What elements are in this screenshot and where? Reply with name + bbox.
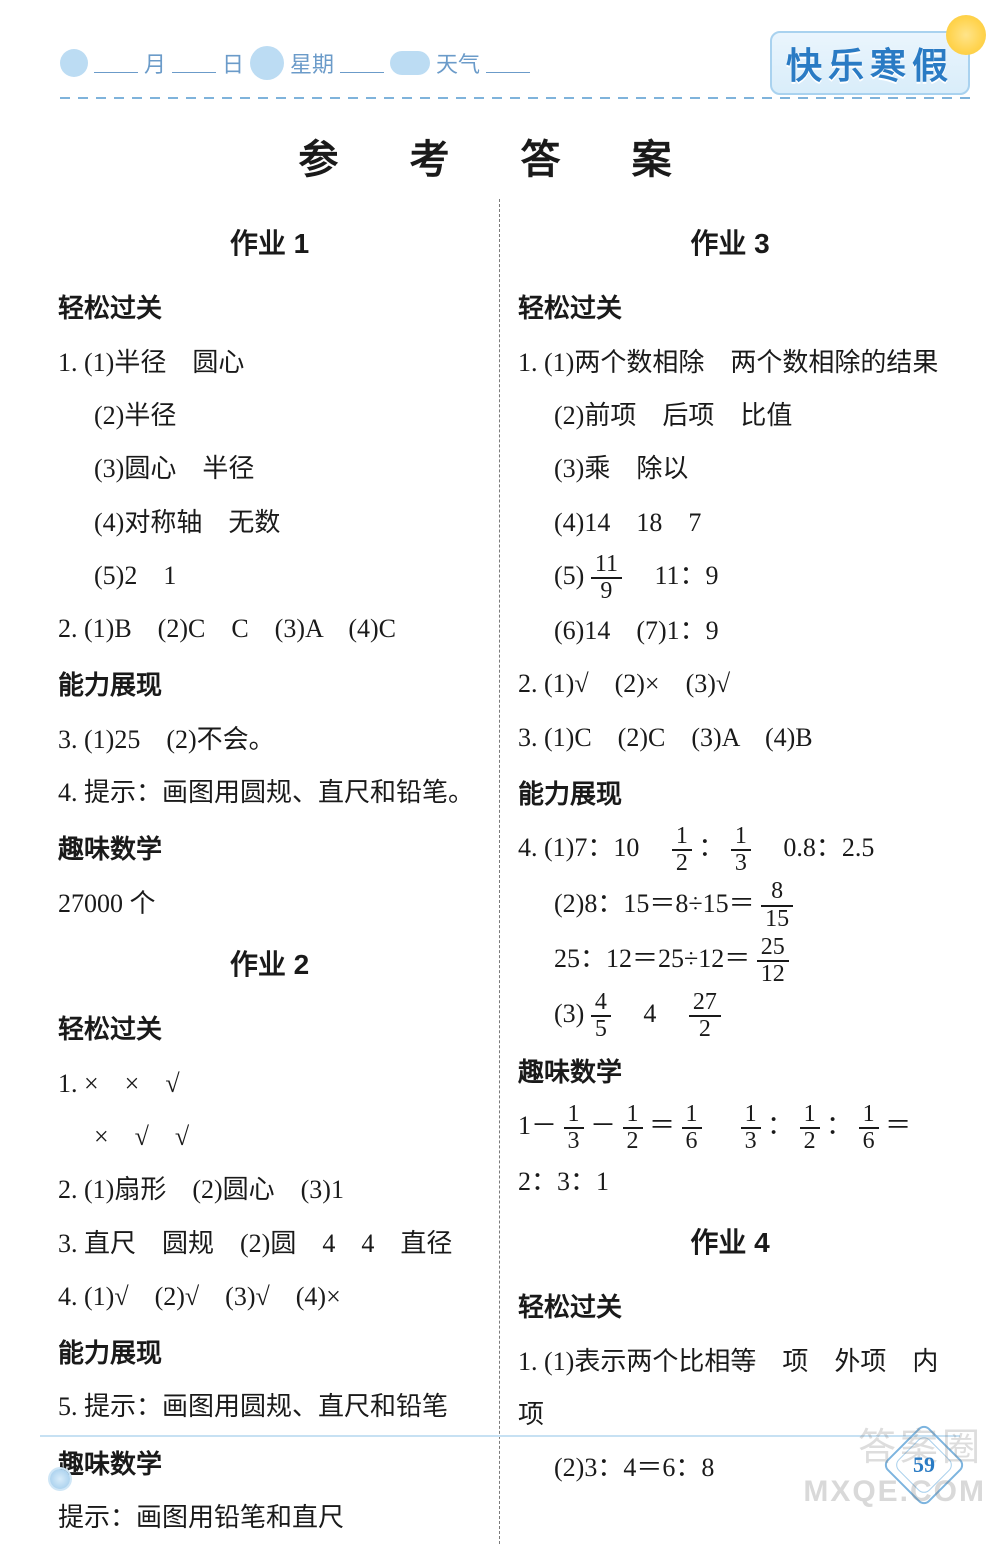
- hw2-q1a: 1. × × √: [58, 1057, 481, 1110]
- hw3-q4-2a: (2)8：15＝8÷15＝ 815: [518, 877, 942, 932]
- hw2-section-ability: 能力展现: [58, 1327, 481, 1380]
- hw2-section-fun: 趣味数学: [58, 1438, 481, 1491]
- hw2-q1b: × √ √: [58, 1110, 481, 1163]
- month-label: 月: [144, 47, 166, 79]
- weather-blank: [486, 53, 530, 73]
- month-blank: [94, 53, 138, 73]
- hw1-q4: 4. 提示：画图用圆规、直尺和铅笔。: [58, 766, 481, 819]
- hw1-title: 作业 1: [58, 215, 481, 272]
- fraction: 2512: [757, 935, 789, 987]
- text: (2)8：15＝8÷15＝: [554, 889, 755, 918]
- hw1-q1-5: (5)2 1: [58, 549, 481, 602]
- hw2-title: 作业 2: [58, 936, 481, 993]
- text: －: [590, 1111, 616, 1140]
- fraction: 12: [672, 824, 692, 876]
- hw1-q1-3: (3)圆心 半径: [58, 442, 481, 495]
- fraction: 45: [591, 990, 611, 1042]
- hw3-q1-6: (6)14 (7)1：9: [518, 604, 942, 657]
- hw3-q4-3: (3) 45 4 272: [518, 987, 942, 1042]
- hw3-q1-3: (3)乘 除以: [518, 442, 942, 495]
- hw2-q4: 4. (1)√ (2)√ (3)√ (4)×: [58, 1270, 481, 1323]
- divider-icon: [250, 46, 284, 80]
- weekday-blank: [340, 53, 384, 73]
- text: ：: [767, 1111, 793, 1140]
- banner-text: 快乐寒假: [786, 45, 954, 86]
- hw3-section-ability: 能力展现: [518, 768, 942, 821]
- fraction: 13: [741, 1102, 761, 1154]
- text: ：: [698, 833, 724, 862]
- fraction: 272: [689, 990, 721, 1042]
- fraction: 119: [591, 552, 622, 604]
- sun-icon: [946, 15, 986, 55]
- hw3-title: 作业 3: [518, 215, 942, 272]
- text: 4: [617, 999, 682, 1028]
- hw3-section-easy: 轻松过关: [518, 282, 942, 335]
- fraction: 815: [761, 879, 793, 931]
- page-header: 月 日 星期 天气 快乐寒假: [0, 0, 1000, 95]
- text: 1－: [518, 1111, 557, 1140]
- hw1-q2: 2. (1)B (2)C C (3)A (4)C: [58, 602, 481, 655]
- hw4-title: 作业 4: [518, 1214, 942, 1271]
- hw1-q5: 27000 个: [58, 877, 481, 930]
- hw1-q1-1: 1. (1)半径 圆心: [58, 336, 481, 389]
- hw2-q5: 5. 提示：画图用圆规、直尺和铅笔: [58, 1380, 481, 1433]
- hw3-fun: 1－ 13 － 12 ＝ 16 13 ： 12 ： 16 ＝2：3：1: [518, 1099, 942, 1208]
- fraction: 16: [859, 1102, 879, 1154]
- hw3-section-fun: 趣味数学: [518, 1046, 942, 1099]
- day-label: 日: [222, 47, 244, 79]
- hw3-q3: 3. (1)C (2)C (3)A (4)B: [518, 711, 942, 764]
- header-divider: [60, 95, 970, 101]
- text: (3): [554, 999, 584, 1028]
- book-banner: 快乐寒假: [770, 31, 970, 95]
- weather-label: 天气: [436, 47, 480, 79]
- hw1-q3: 3. (1)25 (2)不会。: [58, 713, 481, 766]
- hw3-q4-2b: 25：12＝25÷12＝ 2512: [518, 932, 942, 987]
- hw4-section-easy: 轻松过关: [518, 1281, 942, 1334]
- text: ＝: [649, 1111, 675, 1140]
- hw3-q1-4: (4)14 18 7: [518, 496, 942, 549]
- left-column: 作业 1 轻松过关 1. (1)半径 圆心 (2)半径 (3)圆心 半径 (4)…: [40, 199, 500, 1544]
- pin-icon: [50, 1469, 70, 1489]
- hw1-section-fun: 趣味数学: [58, 823, 481, 876]
- hw3-q2: 2. (1)√ (2)× (3)√: [518, 657, 942, 710]
- right-column: 作业 3 轻松过关 1. (1)两个数相除 两个数相除的结果 (2)前项 后项 …: [500, 199, 960, 1544]
- day-blank: [172, 53, 216, 73]
- fraction: 13: [731, 824, 751, 876]
- hw2-q3: 3. 直尺 圆规 (2)圆 4 4 直径: [58, 1217, 481, 1270]
- calendar-icon: [60, 49, 88, 77]
- cloud-icon: [390, 51, 430, 75]
- hw1-section-ability: 能力展现: [58, 659, 481, 712]
- date-fillin: 月 日 星期 天气: [60, 46, 530, 80]
- fraction: 12: [623, 1102, 643, 1154]
- hw1-q1-4: (4)对称轴 无数: [58, 496, 481, 549]
- text: ：: [826, 1111, 852, 1140]
- weekday-label: 星期: [290, 47, 334, 79]
- hw3-q1-1: 1. (1)两个数相除 两个数相除的结果: [518, 336, 942, 389]
- text: 11：9: [628, 561, 718, 590]
- page-title: 参 考 答 案: [0, 127, 1000, 185]
- fraction: 12: [800, 1102, 820, 1154]
- page-number: 59: [913, 1452, 935, 1478]
- text: [708, 1111, 734, 1140]
- text: 4. (1)7：10: [518, 833, 665, 862]
- footer-rule: [40, 1435, 960, 1437]
- fraction: 13: [564, 1102, 584, 1154]
- text: 0.8：2.5: [757, 833, 874, 862]
- fraction: 16: [682, 1102, 702, 1154]
- hw2-q6: 提示：画图用铅笔和直尺: [58, 1491, 481, 1544]
- content-columns: 作业 1 轻松过关 1. (1)半径 圆心 (2)半径 (3)圆心 半径 (4)…: [0, 199, 1000, 1544]
- hw1-q1-2: (2)半径: [58, 389, 481, 442]
- hw3-q1-5: (5) 119 11：9: [518, 549, 942, 604]
- hw3-q4-1: 4. (1)7：10 12 ： 13 0.8：2.5: [518, 821, 942, 876]
- hw2-q2: 2. (1)扇形 (2)圆心 (3)1: [58, 1163, 481, 1216]
- hw2-section-easy: 轻松过关: [58, 1003, 481, 1056]
- watermark-en: MXQE.COM: [803, 1475, 986, 1509]
- hw3-q1-2: (2)前项 后项 比值: [518, 389, 942, 442]
- hw1-section-easy: 轻松过关: [58, 282, 481, 335]
- text: (5): [554, 561, 584, 590]
- text: 25：12＝25÷12＝: [554, 944, 750, 973]
